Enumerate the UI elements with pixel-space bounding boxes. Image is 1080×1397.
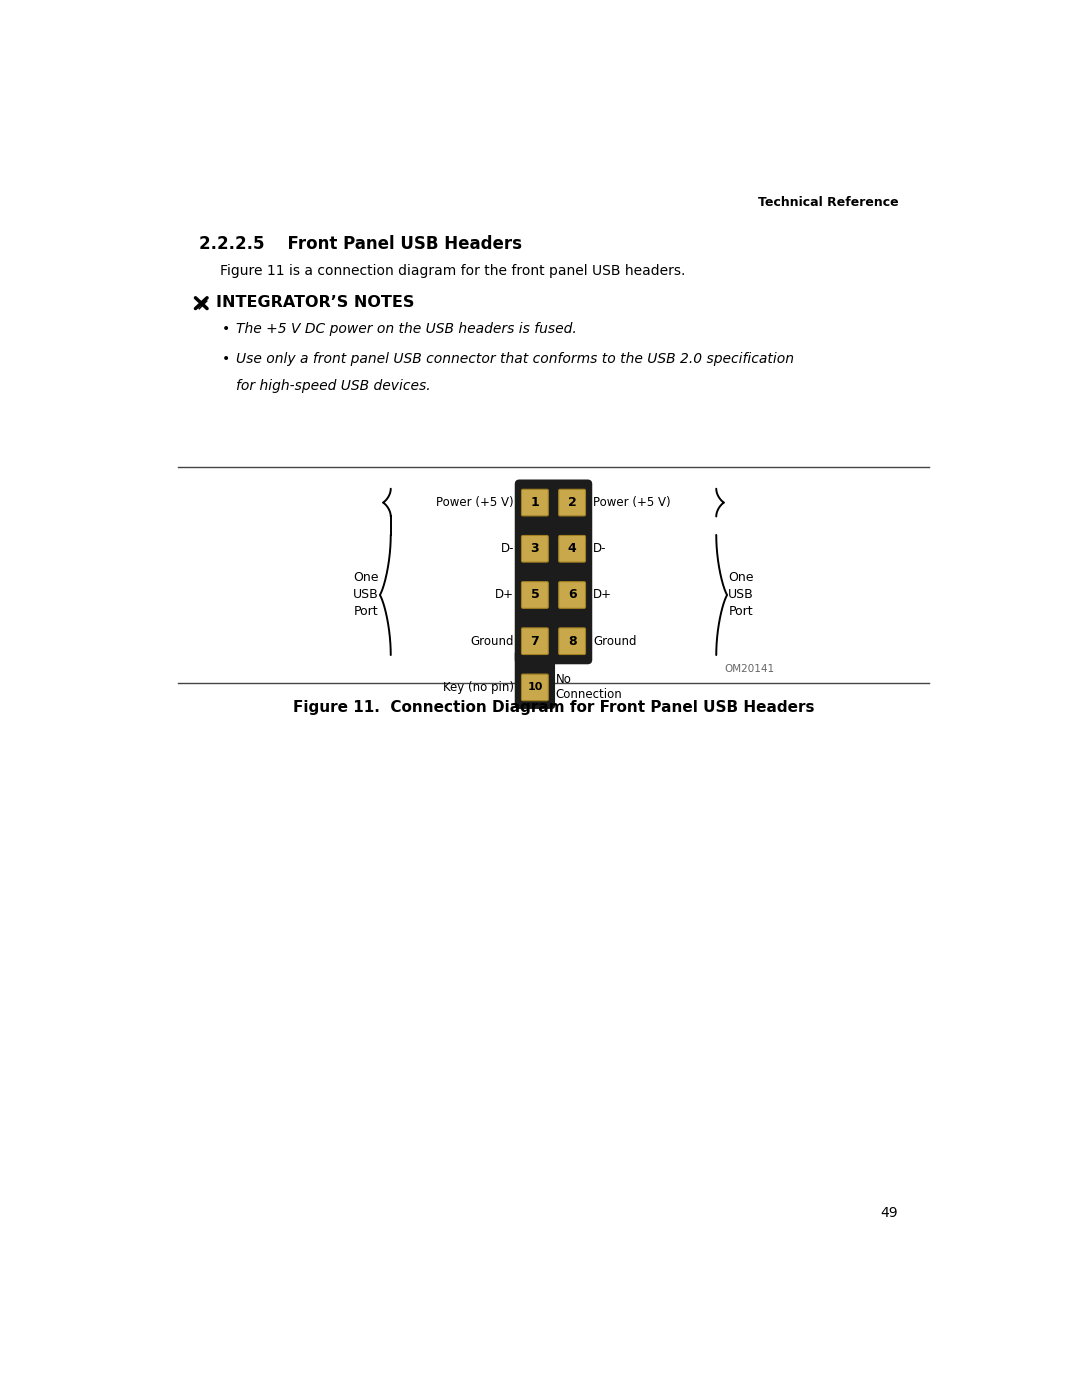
FancyBboxPatch shape (522, 627, 549, 655)
Text: Use only a front panel USB connector that conforms to the USB 2.0 specification: Use only a front panel USB connector tha… (235, 352, 794, 366)
Text: D-: D- (593, 542, 607, 555)
Text: Figure 11.  Connection Diagram for Front Panel USB Headers: Figure 11. Connection Diagram for Front … (293, 700, 814, 715)
Text: D+: D+ (495, 588, 514, 602)
Text: for high-speed USB devices.: for high-speed USB devices. (235, 380, 430, 394)
Text: Key (no pin): Key (no pin) (443, 680, 514, 694)
Text: Power (+5 V): Power (+5 V) (436, 496, 514, 509)
Text: Ground: Ground (593, 634, 636, 648)
Text: D-: D- (500, 542, 514, 555)
Text: Technical Reference: Technical Reference (758, 196, 899, 210)
Text: One
USB
Port: One USB Port (353, 571, 379, 619)
FancyBboxPatch shape (522, 489, 549, 515)
Text: One
USB
Port: One USB Port (728, 571, 754, 619)
Text: 5: 5 (530, 588, 539, 602)
FancyBboxPatch shape (522, 675, 549, 701)
FancyBboxPatch shape (558, 489, 585, 515)
Text: 10: 10 (527, 682, 542, 693)
FancyBboxPatch shape (515, 479, 592, 665)
Text: 2: 2 (568, 496, 577, 509)
Text: •: • (221, 352, 230, 366)
Text: Power (+5 V): Power (+5 V) (593, 496, 671, 509)
FancyBboxPatch shape (558, 581, 585, 608)
Text: The +5 V DC power on the USB headers is fused.: The +5 V DC power on the USB headers is … (235, 323, 577, 337)
FancyBboxPatch shape (522, 535, 549, 562)
Text: OM20141: OM20141 (724, 664, 774, 673)
Text: Ground: Ground (471, 634, 514, 648)
Text: No
Connection: No Connection (556, 673, 622, 701)
Text: INTEGRATOR’S NOTES: INTEGRATOR’S NOTES (216, 295, 415, 310)
FancyBboxPatch shape (522, 581, 549, 608)
Text: •: • (221, 323, 230, 337)
FancyBboxPatch shape (558, 627, 585, 655)
Text: 7: 7 (530, 634, 539, 648)
Text: Figure 11 is a connection diagram for the front panel USB headers.: Figure 11 is a connection diagram for th… (220, 264, 686, 278)
Text: 4: 4 (568, 542, 577, 555)
Text: 2.2.2.5    Front Panel USB Headers: 2.2.2.5 Front Panel USB Headers (199, 235, 522, 253)
Text: ✕: ✕ (195, 296, 210, 314)
Text: 1: 1 (530, 496, 539, 509)
Text: 6: 6 (568, 588, 577, 602)
FancyBboxPatch shape (558, 535, 585, 562)
Text: 3: 3 (530, 542, 539, 555)
FancyBboxPatch shape (515, 651, 555, 708)
Text: D+: D+ (593, 588, 612, 602)
Text: 49: 49 (881, 1206, 899, 1220)
Text: 8: 8 (568, 634, 577, 648)
